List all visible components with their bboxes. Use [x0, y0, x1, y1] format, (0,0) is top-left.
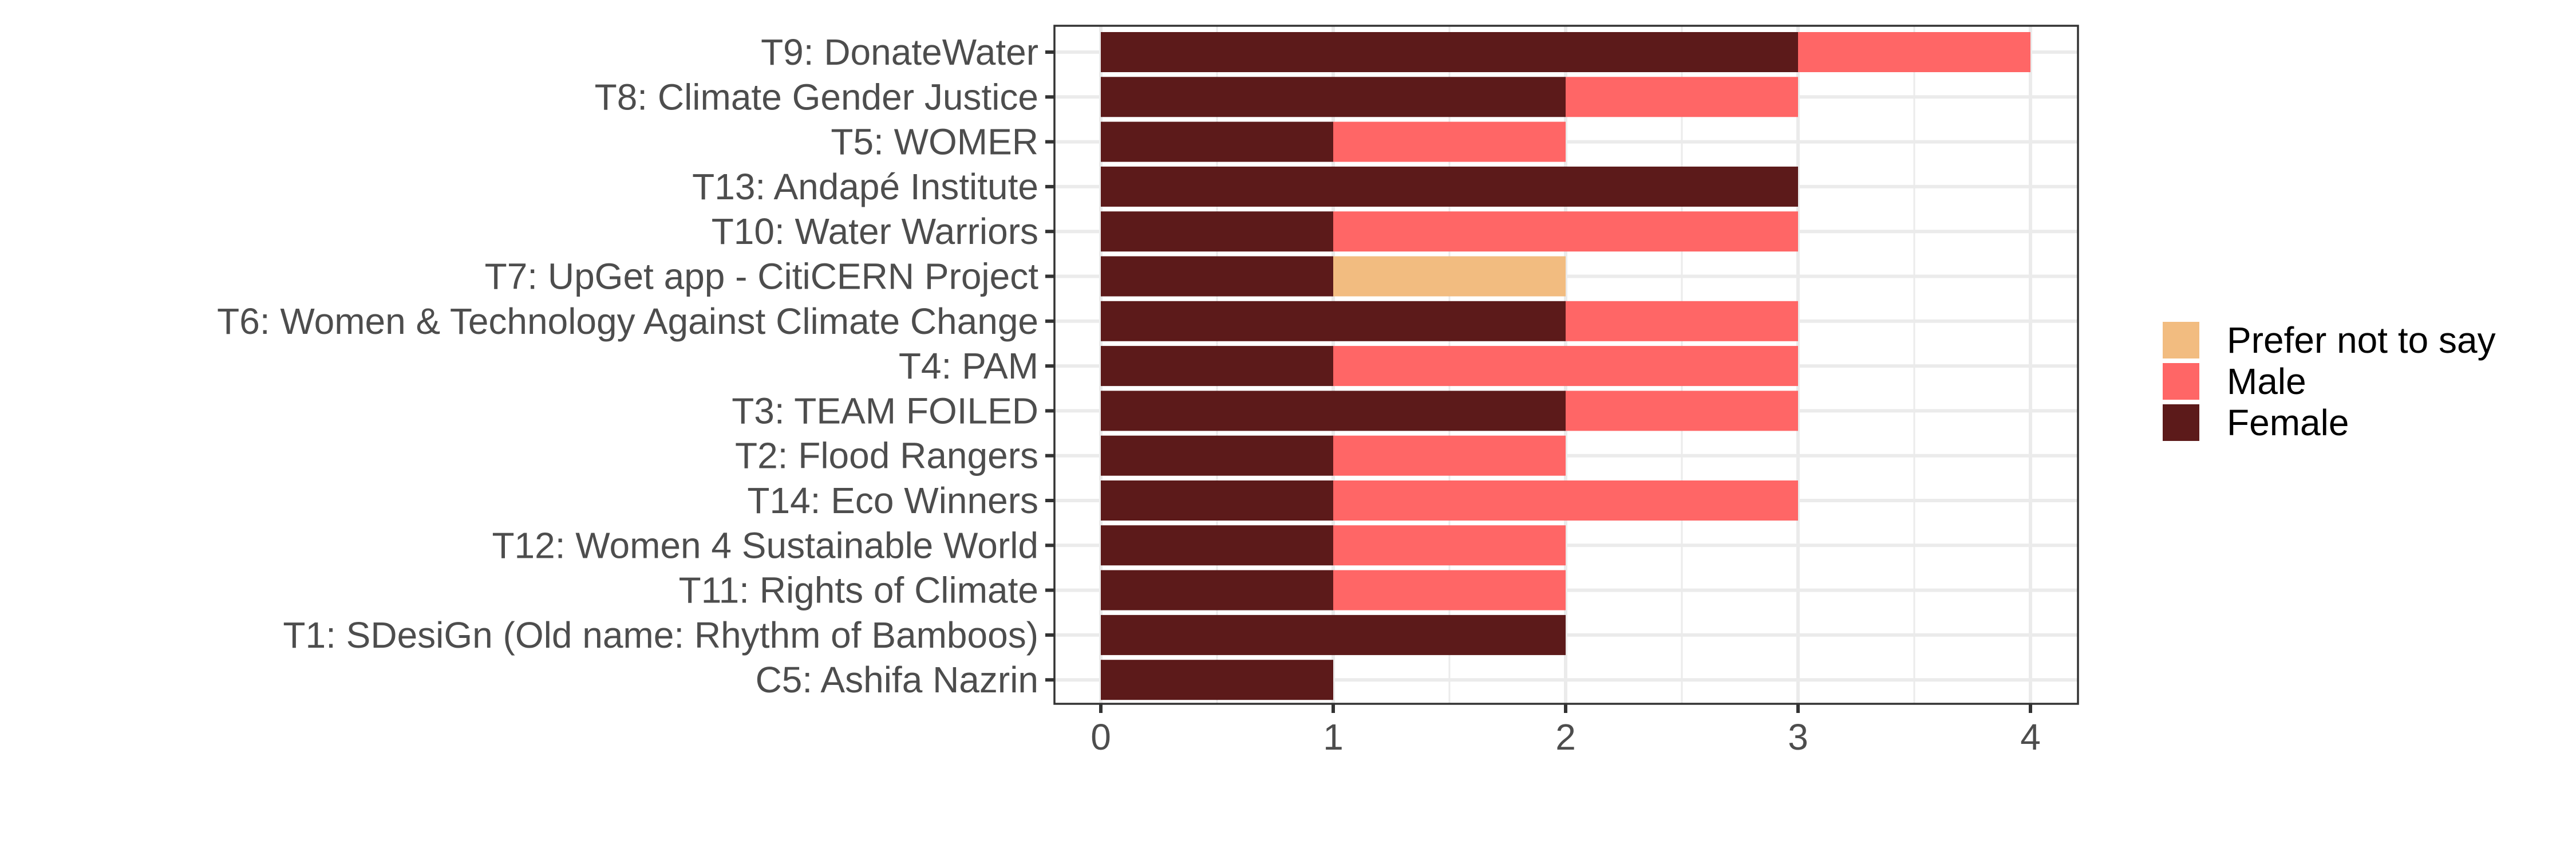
- x-tick-label: 0: [1091, 716, 1111, 758]
- y-tick-label: T1: SDesiGn (Old name: Rhythm of Bamboos…: [283, 614, 1038, 656]
- bar-segment-female: [1101, 32, 1798, 72]
- legend-key-female: [2163, 404, 2199, 441]
- bar-segment-female: [1101, 614, 1566, 655]
- bar-segment-male: [1333, 525, 1566, 566]
- bar-segment-male: [1333, 480, 1798, 521]
- bar-segment-female: [1101, 391, 1566, 431]
- x-axis: 0 1 2 3 4: [1091, 704, 2041, 758]
- bar-segment-male: [1333, 211, 1798, 252]
- y-tick-label: T10: Water Warriors: [712, 211, 1038, 252]
- bar-segments: [1101, 32, 2030, 700]
- y-tick-label: T14: Eco Winners: [747, 480, 1038, 521]
- y-tick-label: T5: WOMER: [831, 121, 1038, 163]
- bar-segment-female: [1101, 660, 1333, 700]
- y-tick-label: T9: DonateWater: [761, 31, 1038, 73]
- bar-segment-male: [1333, 570, 1566, 610]
- x-tick-label: 4: [2020, 716, 2041, 758]
- bar-segment-female: [1101, 480, 1333, 521]
- bar-segment-female: [1101, 121, 1333, 162]
- bar-segment-male: [1333, 435, 1566, 476]
- y-tick-label: T2: Flood Rangers: [735, 435, 1038, 476]
- legend-label-male: Male: [2227, 361, 2306, 402]
- bar-segment-male: [1566, 391, 1798, 431]
- bar-segment-male: [1333, 346, 1798, 387]
- bar-segment-female: [1101, 256, 1333, 297]
- bar-segment-female: [1101, 211, 1333, 252]
- y-tick-label: T8: Climate Gender Justice: [595, 76, 1038, 117]
- x-tick-label: 1: [1323, 716, 1344, 758]
- bar-segment-male: [1798, 32, 2030, 72]
- bar-segment-female: [1101, 570, 1333, 610]
- y-tick-label: T4: PAM: [899, 345, 1038, 387]
- bar-segment-female: [1101, 166, 1798, 207]
- bar-segment-female: [1101, 77, 1566, 117]
- legend-label-female: Female: [2227, 402, 2349, 443]
- y-tick-label: T3: TEAM FOILED: [732, 390, 1038, 431]
- x-tick-label: 3: [1788, 716, 1808, 758]
- bar-segment-male: [1566, 77, 1798, 117]
- bar-segment-male: [1333, 121, 1566, 162]
- y-tick-label: C5: Ashifa Nazrin: [756, 659, 1038, 700]
- y-tick-label: T13: Andapé Institute: [692, 166, 1038, 207]
- bar-segment-male: [1566, 301, 1798, 341]
- bar-segment-female: [1101, 301, 1566, 341]
- y-tick-label: T7: UpGet app - CitiCERN Project: [485, 256, 1039, 297]
- legend-key-prefer-not-to-say: [2163, 322, 2199, 358]
- bar-segment-female: [1101, 435, 1333, 476]
- bar-segment-prefer-not-to-say: [1333, 256, 1566, 297]
- x-tick-label: 2: [1555, 716, 1576, 758]
- y-tick-label: T12: Women 4 Sustainable World: [492, 525, 1038, 566]
- bar-segment-female: [1101, 525, 1333, 566]
- bar-segment-female: [1101, 346, 1333, 387]
- legend-label-prefer-not-to-say: Prefer not to say: [2227, 320, 2496, 361]
- legend-key-male: [2163, 363, 2199, 400]
- y-tick-label: T6: Women & Technology Against Climate C…: [217, 301, 1038, 342]
- y-tick-label: T11: Rights of Climate: [679, 570, 1038, 611]
